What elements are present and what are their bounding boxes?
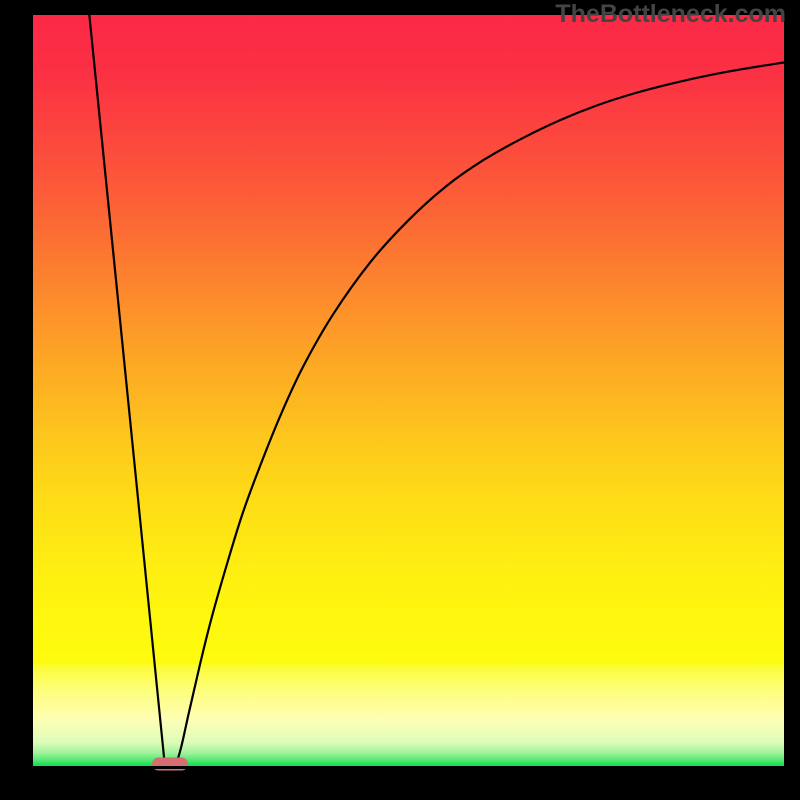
watermark-text: TheBottleneck.com: [555, 0, 786, 29]
plot-area: [30, 12, 787, 769]
plot-border: [30, 12, 787, 769]
chart-container: TheBottleneck.com: [0, 0, 800, 800]
